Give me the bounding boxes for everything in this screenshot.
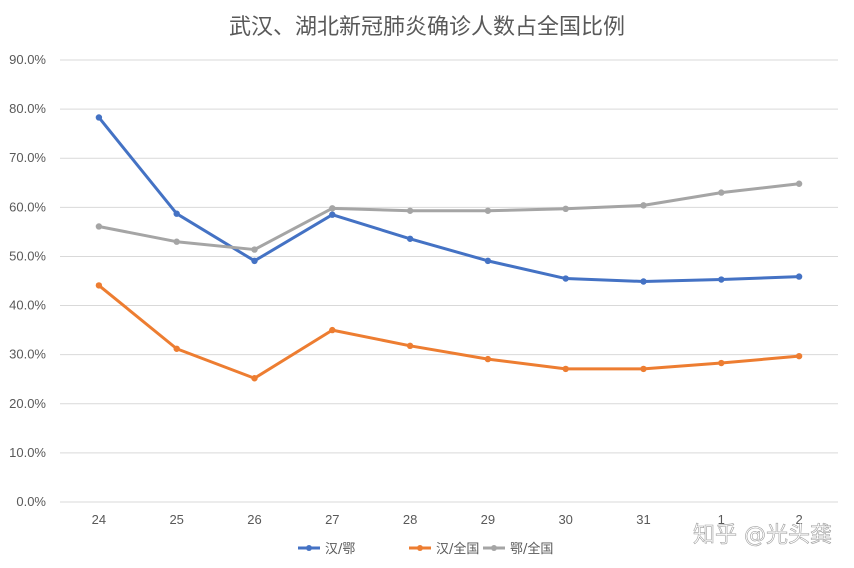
data-point (562, 205, 569, 213)
data-point (640, 365, 647, 373)
data-point (406, 207, 414, 214)
legend-label: 鄂/全国 (510, 541, 553, 557)
data-point (329, 205, 336, 212)
y-tick-label: 30.0% (9, 347, 46, 362)
data-point (251, 246, 258, 253)
legend-marker (491, 545, 497, 551)
legend: 汉/鄂 汉/全国 鄂/全国 (298, 541, 553, 557)
y-axis-ticks: 0.0% 10.0% 20.0% 30.0% 40.0% 50.0% 60.0% 70.0% 8… (9, 52, 46, 509)
x-tick-label: 27 (325, 512, 339, 527)
y-tick-label: 80.0% (9, 101, 46, 116)
data-point (718, 189, 725, 196)
data-point (173, 345, 180, 352)
data-point (251, 375, 258, 382)
x-tick-label: 2 (795, 512, 802, 527)
x-tick-label: 26 (247, 512, 261, 527)
y-tick-label: 60.0% (9, 199, 46, 214)
data-point (329, 211, 336, 218)
data-point (795, 352, 803, 360)
data-point (484, 355, 492, 363)
data-point (484, 257, 492, 265)
x-tick-label: 29 (481, 512, 495, 527)
y-tick-label: 10.0% (9, 445, 46, 460)
data-point (251, 257, 258, 265)
x-tick-label: 25 (169, 512, 183, 527)
data-point (406, 235, 414, 242)
watermark: 知乎 @光头龚 (693, 523, 832, 548)
y-tick-label: 50.0% (9, 248, 46, 263)
legend-marker (306, 545, 312, 551)
data-point (95, 114, 103, 121)
legend-item: 鄂/全国 (483, 541, 553, 557)
chart-title: 武汉、湖北新冠肺炎确诊人数占全国比例 (229, 15, 625, 40)
x-tick-label: 24 (92, 512, 106, 527)
x-tick-label: 31 (636, 512, 650, 527)
data-point (718, 359, 725, 367)
data-point (95, 282, 103, 289)
legend-label: 汉/全国 (436, 541, 479, 557)
data-point (562, 275, 569, 282)
series-line (97, 115, 801, 283)
series-lines (95, 114, 803, 382)
legend-item: 汉/鄂 (298, 542, 355, 557)
x-tick-label: 1 (718, 512, 725, 527)
x-axis-ticks: 24 25 26 27 28 29 30 31 1 2 (92, 512, 803, 527)
x-tick-label: 30 (558, 512, 572, 527)
data-point (640, 278, 647, 285)
data-point (484, 207, 492, 214)
y-tick-label: 40.0% (9, 298, 46, 313)
data-point (329, 326, 336, 334)
data-point (95, 223, 103, 230)
x-tick-label: 28 (403, 512, 417, 527)
data-point (173, 210, 180, 217)
legend-marker (417, 545, 423, 551)
y-tick-label: 70.0% (9, 150, 46, 165)
series-2 (95, 282, 803, 382)
y-tick-label: 20.0% (9, 396, 46, 411)
data-point (562, 365, 569, 373)
y-tick-label: 90.0% (9, 52, 46, 67)
series-1 (95, 114, 803, 285)
data-point (795, 273, 803, 280)
series-line (97, 283, 801, 380)
data-point (795, 180, 803, 187)
series-line (97, 182, 801, 252)
legend-item: 汉/全国 (409, 541, 479, 557)
y-tick-label: 0.0% (16, 494, 46, 509)
data-point (640, 202, 647, 209)
data-point (406, 342, 414, 350)
data-point (718, 276, 725, 283)
legend-label: 汉/鄂 (325, 542, 355, 557)
series-3 (95, 180, 803, 253)
data-point (173, 238, 180, 245)
